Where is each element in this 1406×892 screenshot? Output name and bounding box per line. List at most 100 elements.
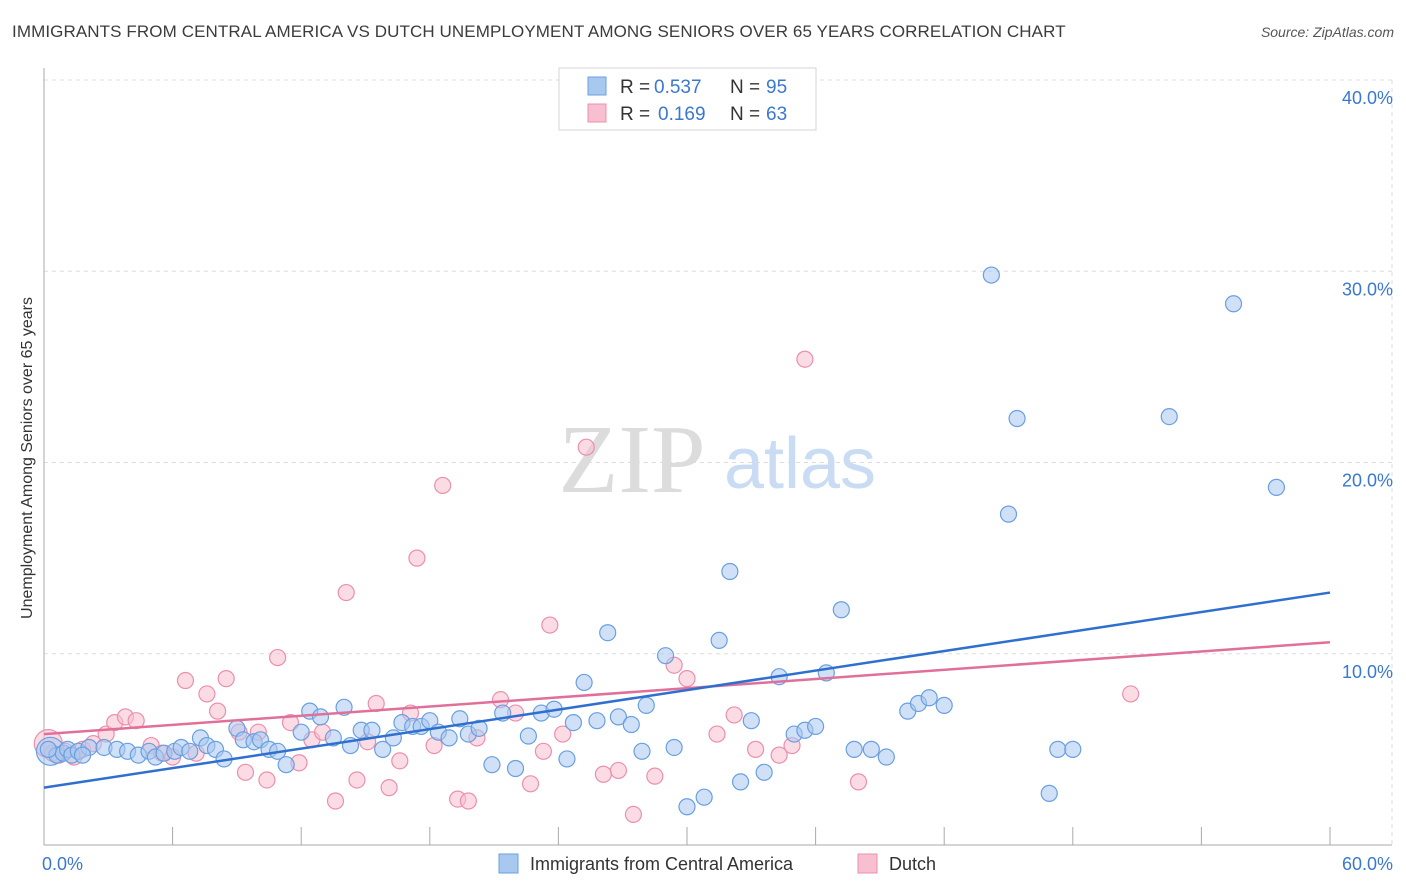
- central-america-point: [39, 740, 57, 758]
- x-tick-label: 0.0%: [42, 854, 83, 874]
- dutch-point: [770, 746, 788, 764]
- dutch-point: [408, 549, 426, 567]
- central-america-point: [622, 715, 640, 734]
- dutch-point: [198, 685, 216, 703]
- watermark-zip: ZIP: [559, 406, 706, 514]
- dutch-point: [725, 706, 743, 724]
- central-america-point: [609, 708, 628, 726]
- dutch-point: [337, 583, 355, 602]
- central-america-point: [588, 712, 606, 730]
- x-tick-label: 60.0%: [1342, 854, 1393, 874]
- central-america-point: [656, 647, 675, 665]
- central-america-point: [73, 746, 92, 764]
- dutch-point: [269, 648, 287, 667]
- central-america-point: [755, 763, 773, 781]
- tick-labels: 10.0% 20.0% 30.0% 40.0% 0.0% 60.0%: [42, 88, 1393, 874]
- dutch-trend-line: [43, 641, 1331, 736]
- central-america-point: [506, 759, 525, 778]
- legend-r-label-1: R =: [620, 77, 650, 98]
- central-america-point: [695, 788, 713, 806]
- y-tick-label: 10.0%: [1342, 662, 1393, 682]
- central-america-point: [564, 713, 583, 732]
- dutch-point: [391, 752, 409, 770]
- central-america-point: [311, 708, 330, 726]
- legend-n-value-2: 63: [766, 104, 787, 125]
- dutch-point: [708, 725, 726, 743]
- bottom-legend-label-central-america: Immigrants from Central America: [530, 854, 794, 874]
- central-america-point: [920, 689, 938, 707]
- dutch-point: [577, 438, 595, 456]
- central-america-point: [470, 719, 488, 737]
- bottom-legend: Immigrants from Central America Dutch: [498, 853, 936, 874]
- central-america-point: [806, 717, 825, 736]
- dutch-point: [534, 742, 552, 760]
- dutch-point: [217, 670, 235, 688]
- central-america-point: [599, 624, 617, 642]
- central-america-point: [633, 742, 651, 760]
- legend-n-label-1: N =: [730, 77, 760, 98]
- y-tick-label: 40.0%: [1342, 88, 1393, 108]
- legend-r-label-2: R =: [620, 104, 650, 125]
- central-america-point: [935, 696, 953, 714]
- legend-n-label-2: N =: [730, 104, 760, 125]
- top-legend: R = 0.537 N = 95 R = 0.169 N = 63: [558, 67, 817, 131]
- central-america-point: [1049, 740, 1067, 758]
- dutch-point: [624, 805, 643, 824]
- central-america-point: [440, 729, 458, 747]
- dutch-point: [594, 765, 613, 783]
- dutch-point: [678, 670, 696, 688]
- central-america-point: [1064, 740, 1082, 758]
- central-america-point: [678, 798, 696, 816]
- watermark: ZIP atlas: [559, 406, 877, 514]
- dutch-point: [554, 725, 572, 743]
- legend-swatch-blue: [587, 76, 607, 96]
- central-america-point: [877, 748, 895, 766]
- central-america-point: [721, 562, 739, 581]
- central-america-point: [637, 696, 655, 714]
- dutch-point: [348, 771, 366, 789]
- central-america-point: [1267, 478, 1286, 496]
- dutch-point: [380, 779, 398, 797]
- central-america-point: [1040, 784, 1058, 802]
- central-america-point: [1008, 409, 1026, 428]
- central-america-point: [519, 727, 537, 745]
- central-america-point: [845, 740, 863, 758]
- legend-r-value-2: 0.169: [658, 104, 706, 125]
- central-america-point: [832, 601, 850, 619]
- dutch-point: [646, 767, 664, 785]
- central-america-point: [374, 740, 392, 758]
- dutch-point: [849, 773, 868, 791]
- dutch-point: [209, 702, 227, 720]
- dutch-point: [176, 671, 195, 690]
- bottom-legend-swatch-blue: [498, 853, 519, 874]
- legend-r-value-1: 0.537: [654, 77, 702, 98]
- bottom-legend-label-dutch: Dutch: [889, 854, 936, 874]
- axes: [43, 68, 1392, 846]
- dutch-point: [459, 792, 477, 810]
- central-america-point: [277, 756, 295, 774]
- central-america-point: [862, 740, 880, 758]
- central-america-point: [181, 742, 199, 760]
- central-america-point: [1224, 295, 1243, 313]
- central-america-point: [999, 505, 1018, 523]
- watermark-atlas: atlas: [724, 424, 876, 504]
- central-america-point: [1160, 408, 1178, 426]
- dutch-point: [258, 771, 276, 789]
- source-credit: Source: ZipAtlas.com: [1260, 24, 1394, 40]
- central-america-points: [35, 266, 1286, 816]
- legend-n-value-1: 95: [766, 77, 787, 98]
- dutch-point: [746, 740, 765, 758]
- central-america-point: [384, 729, 402, 747]
- y-tick-label: 20.0%: [1342, 471, 1393, 491]
- dutch-point: [326, 792, 345, 810]
- central-america-point: [575, 673, 593, 692]
- dutch-point: [541, 616, 559, 634]
- trend-lines: [43, 591, 1331, 789]
- central-america-trend-line: [43, 591, 1331, 789]
- dutch-point: [236, 763, 255, 781]
- central-america-point: [742, 712, 760, 730]
- legend-swatch-pink: [587, 103, 607, 123]
- dutch-point: [609, 761, 628, 780]
- dutch-point: [434, 476, 452, 495]
- central-america-point: [665, 738, 683, 757]
